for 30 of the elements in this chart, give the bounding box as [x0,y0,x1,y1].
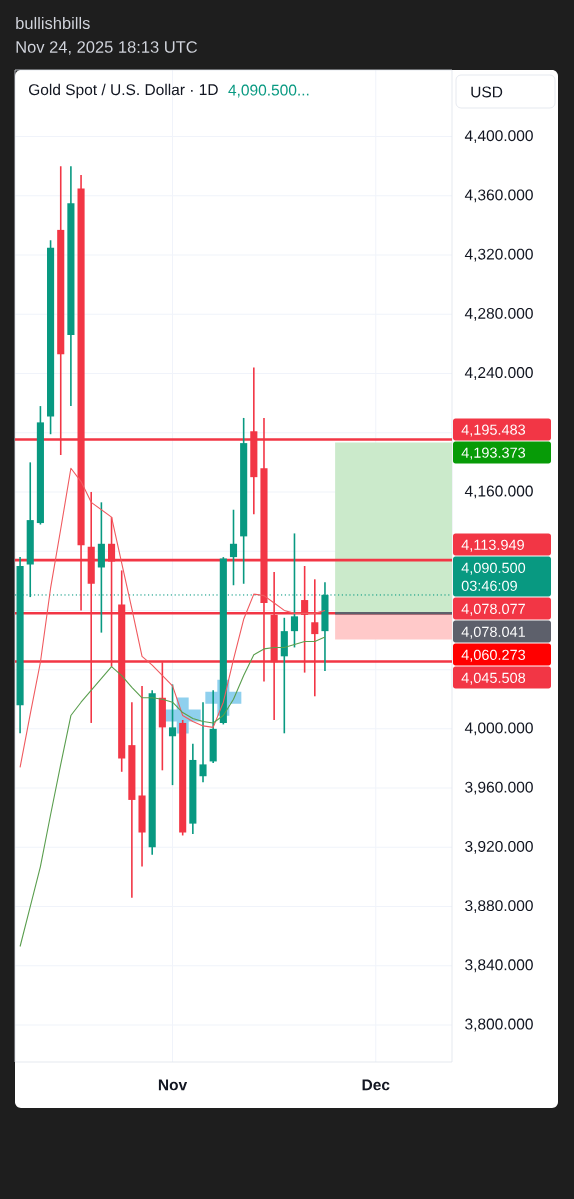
y-tick-label: 3,840.000 [465,959,533,973]
text: Gold Spot / U.S. Dollar · 1D [28,83,218,99]
x-tick-label: Nov [158,1079,188,1091]
y-tick-label: 4,360.000 [464,189,533,203]
candlestick [199,701,207,783]
y-tick-label: 4,240.000 [464,367,533,380]
ref-line-label: 4,045.508 [461,672,526,685]
y-tick-label: 4,400.000 [464,130,533,144]
y-tick-label: 4,280.000 [464,307,533,321]
y-tick-label: 3,960.000 [465,781,533,795]
text: Nov 24, 2025 18:13 UTC [16,41,198,55]
x-tick-label: Dec [362,1079,390,1091]
ref-line-label: 4,195.483 [461,424,526,437]
y-tick-label: 3,920.000 [465,840,533,854]
y-tick-label: 3,880.000 [465,900,533,913]
ref-line-label: 4,113.949 [461,539,524,552]
band-label: 4,193.373 [461,447,526,460]
y-tick-label: 4,160.000 [464,485,533,499]
ref-line-label: 4,078.041 [461,626,525,639]
text: bullishbills [16,16,90,30]
candlestick [229,508,238,587]
ref-line-label: 4,090.500 03:46:09 [461,562,526,591]
y-axis-title: USD [471,86,503,98]
band-label: 4,060.273 [461,649,526,662]
text: 4,090.500... [228,84,309,98]
y-tick-label: 4,320.000 [464,248,533,262]
candlestick [168,683,177,786]
y-tick-label: 3,800.000 [465,1018,533,1032]
ref-line-label: 4,078.077 [461,603,525,616]
y-tick-label: 4,000.000 [464,722,533,736]
